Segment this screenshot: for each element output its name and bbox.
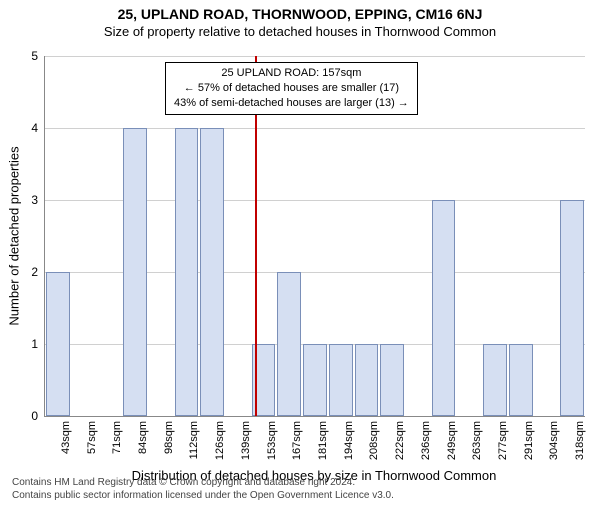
x-tick-label: 181sqm xyxy=(317,421,329,471)
annotation-line3: 43% of semi-detached houses are larger (… xyxy=(174,96,409,111)
y-tick-label: 0 xyxy=(18,409,38,423)
bar xyxy=(329,344,353,416)
page-title: 25, UPLAND ROAD, THORNWOOD, EPPING, CM16… xyxy=(0,6,600,22)
x-tick-label: 318sqm xyxy=(574,421,586,471)
annotation-box: 25 UPLAND ROAD: 157sqm ← 57% of detached… xyxy=(165,62,418,115)
x-tick-label: 84sqm xyxy=(137,421,149,471)
x-tick-label: 139sqm xyxy=(240,421,252,471)
x-tick-label: 71sqm xyxy=(111,421,123,471)
y-tick-label: 3 xyxy=(18,193,38,207)
annotation-line1: 25 UPLAND ROAD: 157sqm xyxy=(174,66,409,81)
bar xyxy=(303,344,327,416)
x-tick-label: 263sqm xyxy=(471,421,483,471)
plot-area: 25 UPLAND ROAD: 157sqm ← 57% of detached… xyxy=(44,56,585,417)
x-tick-label: 167sqm xyxy=(291,421,303,471)
y-tick-label: 1 xyxy=(18,337,38,351)
x-tick-label: 194sqm xyxy=(343,421,355,471)
bar xyxy=(432,200,456,416)
x-tick-label: 43sqm xyxy=(60,421,72,471)
y-tick-label: 2 xyxy=(18,265,38,279)
x-tick-label: 112sqm xyxy=(188,421,200,471)
x-tick-label: 304sqm xyxy=(548,421,560,471)
x-tick-label: 222sqm xyxy=(394,421,406,471)
x-tick-label: 126sqm xyxy=(214,421,226,471)
x-tick-label: 153sqm xyxy=(266,421,278,471)
bar xyxy=(380,344,404,416)
x-tick-label: 236sqm xyxy=(420,421,432,471)
bar xyxy=(355,344,379,416)
bar xyxy=(200,128,224,416)
x-tick-label: 249sqm xyxy=(446,421,458,471)
bar xyxy=(277,272,301,416)
bar xyxy=(509,344,533,416)
annotation-line2: ← 57% of detached houses are smaller (17… xyxy=(174,81,409,96)
y-axis-label: Number of detached properties xyxy=(7,146,22,325)
x-tick-label: 57sqm xyxy=(86,421,98,471)
bar xyxy=(175,128,199,416)
x-tick-label: 291sqm xyxy=(523,421,535,471)
footer: Contains HM Land Registry data © Crown c… xyxy=(12,477,394,502)
footer-line1: Contains HM Land Registry data © Crown c… xyxy=(12,477,394,490)
bar xyxy=(483,344,507,416)
x-tick-label: 208sqm xyxy=(368,421,380,471)
bar xyxy=(560,200,584,416)
y-tick-label: 5 xyxy=(18,49,38,63)
footer-line2: Contains public sector information licen… xyxy=(12,490,394,503)
x-tick-label: 98sqm xyxy=(163,421,175,471)
x-tick-label: 277sqm xyxy=(497,421,509,471)
bar xyxy=(123,128,147,416)
chart: Number of detached properties 25 UPLAND … xyxy=(44,56,584,416)
page-subtitle: Size of property relative to detached ho… xyxy=(0,24,600,39)
y-tick-label: 4 xyxy=(18,121,38,135)
bar xyxy=(46,272,70,416)
